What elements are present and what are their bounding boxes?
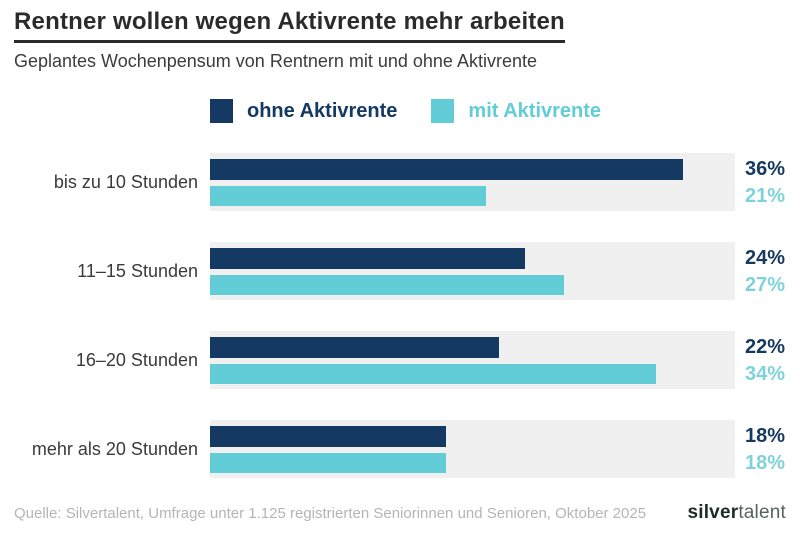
page-title: Rentner wollen wegen Aktivrente mehr arb… xyxy=(14,8,565,43)
bar-track xyxy=(210,331,735,389)
value-ohne-aktivrente: 18% xyxy=(745,424,786,447)
bar-track xyxy=(210,420,735,478)
silvertalent-logo: silvertalent xyxy=(687,502,786,524)
value-labels: 24% 27% xyxy=(745,242,785,300)
value-mit-aktivrente: 34% xyxy=(745,362,786,385)
value-ohne-aktivrente: 36% xyxy=(745,157,786,180)
bar-ohne-aktivrente xyxy=(210,425,447,447)
page-subtitle: Geplantes Wochenpensum von Rentnern mit … xyxy=(14,51,537,71)
chart-legend: ohne Aktivrente mit Aktivrente xyxy=(210,99,786,123)
chart-rows: bis zu 10 Stunden 36% 21% 11–15 Stunden … xyxy=(14,153,786,478)
value-labels: 18% 18% xyxy=(745,420,785,478)
value-mit-aktivrente: 21% xyxy=(745,184,786,207)
category-label: mehr als 20 Stunden xyxy=(31,438,198,459)
legend-label: mit Aktivrente xyxy=(468,99,602,122)
chart-row: mehr als 20 Stunden 18% 18% xyxy=(14,420,786,478)
value-labels: 22% 34% xyxy=(745,331,785,389)
category-label: 11–15 Stunden xyxy=(77,260,198,281)
bar-mit-aktivrente xyxy=(210,452,447,473)
bar-mit-aktivrente xyxy=(210,274,565,295)
logo-text-silver: silver xyxy=(687,502,739,523)
bar-ohne-aktivrente xyxy=(210,336,499,358)
bar-mit-aktivrente xyxy=(210,185,486,206)
legend-item-mit-aktivrente: mit Aktivrente xyxy=(431,99,601,123)
bar-ohne-aktivrente xyxy=(210,247,525,269)
footer: Quelle: Silvertalent, Umfrage unter 1.12… xyxy=(14,502,786,534)
value-mit-aktivrente: 27% xyxy=(745,273,786,296)
value-labels: 36% 21% xyxy=(745,153,785,211)
bar-track xyxy=(210,153,735,211)
legend-swatch xyxy=(431,99,455,123)
chart-row: 16–20 Stunden 22% 34% xyxy=(14,331,786,389)
value-ohne-aktivrente: 24% xyxy=(745,246,786,269)
chart-row: 11–15 Stunden 24% 27% xyxy=(14,242,786,300)
legend-label: ohne Aktivrente xyxy=(247,99,398,122)
legend-item-ohne-aktivrente: ohne Aktivrente xyxy=(210,99,397,123)
value-ohne-aktivrente: 22% xyxy=(745,335,786,358)
legend-swatch xyxy=(210,99,233,123)
category-label: bis zu 10 Stunden xyxy=(53,171,198,192)
bar-ohne-aktivrente xyxy=(210,158,683,180)
logo-text-talent: talent xyxy=(738,502,786,523)
source-note: Quelle: Silvertalent, Umfrage unter 1.12… xyxy=(14,505,647,522)
bar-track xyxy=(210,242,735,300)
chart-row: bis zu 10 Stunden 36% 21% xyxy=(14,153,786,211)
bar-mit-aktivrente xyxy=(210,363,657,384)
category-label: 16–20 Stunden xyxy=(75,349,198,370)
value-mit-aktivrente: 18% xyxy=(745,451,786,474)
